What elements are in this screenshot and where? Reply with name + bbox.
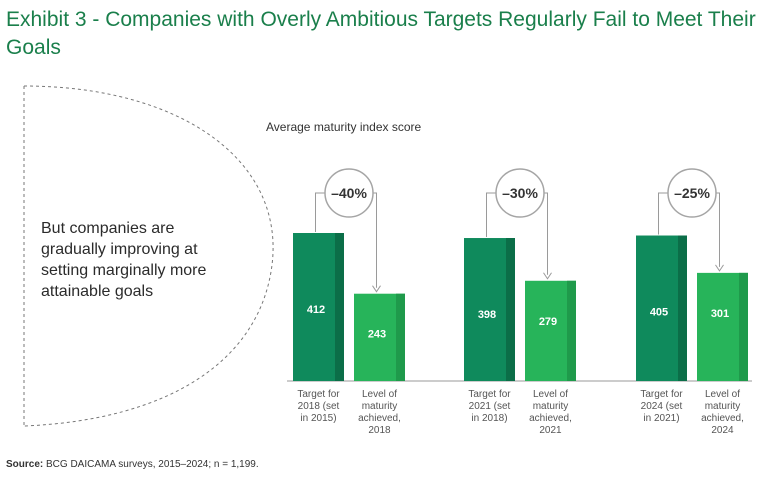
- connector-arrowhead-0: [372, 285, 381, 293]
- bars-layer: 412 243 Target for 2018 (set in 2015) Level o…: [293, 168, 748, 436]
- connector-right-0: [373, 192, 377, 288]
- achieved-value-label-2: 301: [711, 308, 729, 320]
- target-value-label-2: 405: [650, 307, 668, 319]
- chart-title: Exhibit 3 - Companies with Overly Ambiti…: [6, 8, 756, 59]
- achieved-bar-shade-2: [739, 272, 748, 381]
- target-category-label-1: Target for 2021 (set in 2018): [468, 389, 511, 424]
- achieved-category-label-1: Level of maturity achieved, 2021: [529, 389, 572, 436]
- target-bar-shade-2: [678, 235, 687, 381]
- achieved-category-label-2: Level of maturity achieved, 2024: [701, 389, 744, 436]
- connector-right-2: [716, 192, 720, 267]
- connector-arrowhead-2: [715, 264, 724, 272]
- connector-left-1: [486, 192, 496, 238]
- target-bar-shade-1: [506, 238, 515, 381]
- target-value-label-0: 412: [307, 304, 325, 316]
- source-text: BCG DAICAMA surveys, 2015–2024; n = 1,19…: [46, 459, 259, 470]
- achieved-category-label-0: Level of maturity achieved, 2018: [358, 389, 401, 436]
- achieved-value-label-1: 279: [539, 316, 557, 328]
- callout-text: But companies are gradually improving at…: [41, 220, 207, 300]
- achieved-bar-shade-1: [567, 280, 576, 381]
- change-percent-label-1: –30%: [502, 185, 538, 201]
- change-badge-2: [667, 168, 717, 218]
- connector-left-0: [315, 192, 325, 232]
- y-axis-label: Average maturity index score: [266, 120, 422, 134]
- change-badge-1: [495, 168, 545, 218]
- connector-right-1: [544, 192, 548, 275]
- change-badge-0: [324, 168, 374, 218]
- target-bar-shade-0: [335, 233, 344, 381]
- connector-arrowhead-1: [543, 272, 552, 280]
- connector-left-2: [658, 192, 668, 235]
- source-label: Source:: [6, 459, 44, 470]
- target-category-label-2: Target for 2024 (set in 2021): [640, 389, 683, 424]
- achieved-value-label-0: 243: [368, 329, 386, 341]
- source-note: Source: BCG DAICAMA surveys, 2015–2024; …: [6, 459, 259, 470]
- target-category-label-0: Target for 2018 (set in 2015): [297, 389, 340, 424]
- target-value-label-1: 398: [478, 309, 496, 321]
- achieved-bar-shade-0: [396, 293, 405, 381]
- change-percent-label-2: –25%: [674, 185, 710, 201]
- change-percent-label-0: –40%: [331, 185, 367, 201]
